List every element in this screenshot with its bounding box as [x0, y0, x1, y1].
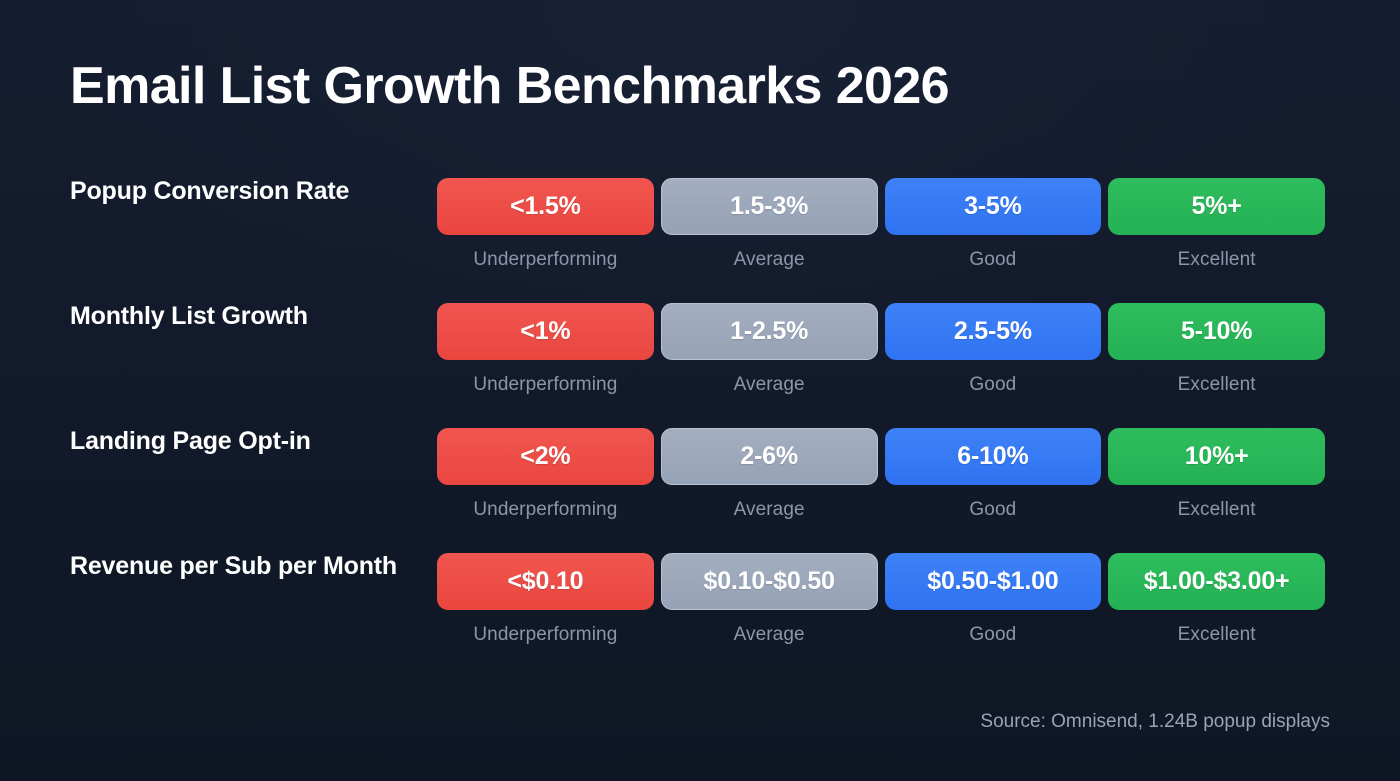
band-value: 5%+: [1108, 178, 1325, 235]
band-excellent[interactable]: 5%+ Excellent: [1108, 178, 1325, 271]
band-value: $1.00-$3.00+: [1108, 553, 1325, 610]
band-caption: Underperforming: [473, 374, 618, 395]
band-caption: Excellent: [1177, 374, 1256, 395]
band-excellent[interactable]: 5-10% Excellent: [1108, 303, 1325, 396]
band-caption: Underperforming: [473, 624, 618, 645]
benchmark-row: Revenue per Sub per Month <$0.10 Underpe…: [0, 535, 1400, 655]
band-value: <1.5%: [437, 178, 654, 235]
band-average[interactable]: 1-2.5% Average: [660, 303, 878, 396]
row-label-text: Revenue per Sub per Month: [70, 551, 397, 580]
band-caption: Good: [969, 499, 1017, 520]
page-title: Email List Growth Benchmarks 2026: [70, 57, 950, 115]
band-caption: Average: [733, 374, 805, 395]
row-label-text: Popup Conversion Rate: [70, 176, 350, 205]
band-caption: Excellent: [1177, 624, 1256, 645]
band-caption: Good: [969, 624, 1017, 645]
band-average[interactable]: 1.5-3% Average: [660, 178, 878, 271]
source-attribution: Source: Omnisend, 1.24B popup displays: [980, 711, 1330, 732]
band-value: <$0.10: [437, 553, 654, 610]
band-underperforming[interactable]: <1% Underperforming: [437, 303, 654, 396]
band-underperforming[interactable]: <1.5% Underperforming: [437, 178, 654, 271]
band-underperforming[interactable]: <$0.10 Underperforming: [437, 553, 654, 646]
band-value: 1.5-3%: [660, 178, 878, 235]
band-excellent[interactable]: 10%+ Excellent: [1108, 428, 1325, 521]
band-caption: Average: [733, 249, 805, 270]
row-bands: <2% Underperforming 2-6% Average 6-10% G…: [437, 428, 1325, 521]
row-bands: <1% Underperforming 1-2.5% Average 2.5-5…: [437, 303, 1325, 396]
band-average[interactable]: 2-6% Average: [660, 428, 878, 521]
band-value: 3-5%: [884, 178, 1102, 235]
band-value: $0.10-$0.50: [660, 553, 878, 610]
band-good[interactable]: 2.5-5% Good: [884, 303, 1102, 396]
band-value: <1%: [437, 303, 654, 360]
row-label-monthly-list-growth: Monthly List Growth: [70, 285, 420, 347]
row-bands: <$0.10 Underperforming $0.10-$0.50 Avera…: [437, 553, 1325, 646]
band-caption: Good: [969, 249, 1017, 270]
band-caption: Good: [969, 374, 1017, 395]
band-value: <2%: [437, 428, 654, 485]
band-value: 5-10%: [1108, 303, 1325, 360]
benchmark-row: Monthly List Growth <1% Underperforming …: [0, 285, 1400, 410]
band-value: 6-10%: [884, 428, 1102, 485]
band-value: 1-2.5%: [660, 303, 878, 360]
band-caption: Average: [733, 499, 805, 520]
row-label-popup-conversion-rate: Popup Conversion Rate: [70, 160, 420, 222]
row-label-text: Monthly List Growth: [70, 301, 308, 330]
band-excellent[interactable]: $1.00-$3.00+ Excellent: [1108, 553, 1325, 646]
benchmark-row: Popup Conversion Rate <1.5% Underperform…: [0, 160, 1400, 285]
band-average[interactable]: $0.10-$0.50 Average: [660, 553, 878, 646]
band-caption: Excellent: [1177, 249, 1256, 270]
band-caption: Underperforming: [473, 499, 618, 520]
band-value: 10%+: [1108, 428, 1325, 485]
band-value: $0.50-$1.00: [884, 553, 1102, 610]
row-bands: <1.5% Underperforming 1.5-3% Average 3-5…: [437, 178, 1325, 271]
band-caption: Excellent: [1177, 499, 1256, 520]
benchmark-rows: Popup Conversion Rate <1.5% Underperform…: [0, 160, 1400, 655]
row-label-landing-page-opt-in: Landing Page Opt-in: [70, 410, 420, 472]
row-label-text: Landing Page Opt-in: [70, 426, 311, 455]
band-value: 2.5-5%: [884, 303, 1102, 360]
band-good[interactable]: $0.50-$1.00 Good: [884, 553, 1102, 646]
band-good[interactable]: 3-5% Good: [884, 178, 1102, 271]
row-label-revenue-per-sub-per-month: Revenue per Sub per Month: [70, 535, 420, 597]
band-good[interactable]: 6-10% Good: [884, 428, 1102, 521]
band-value: 2-6%: [660, 428, 878, 485]
benchmark-row: Landing Page Opt-in <2% Underperforming …: [0, 410, 1400, 535]
band-caption: Average: [733, 624, 805, 645]
band-underperforming[interactable]: <2% Underperforming: [437, 428, 654, 521]
band-caption: Underperforming: [473, 249, 618, 270]
